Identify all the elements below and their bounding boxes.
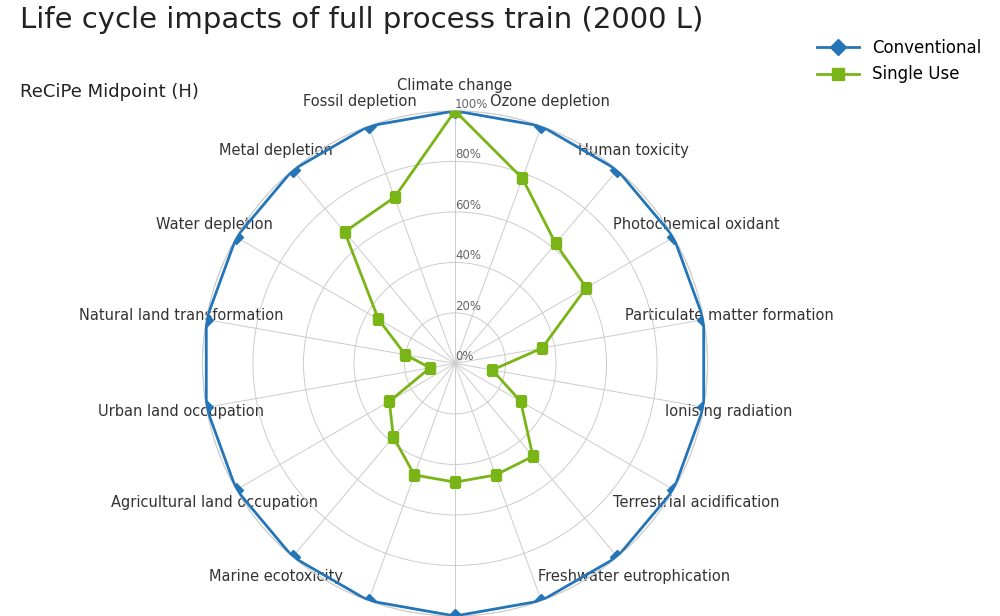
Legend: Conventional, Single Use: Conventional, Single Use	[817, 39, 982, 83]
Text: ReCiPe Midpoint (H): ReCiPe Midpoint (H)	[20, 83, 199, 101]
Text: Life cycle impacts of full process train (2000 L): Life cycle impacts of full process train…	[20, 6, 703, 34]
